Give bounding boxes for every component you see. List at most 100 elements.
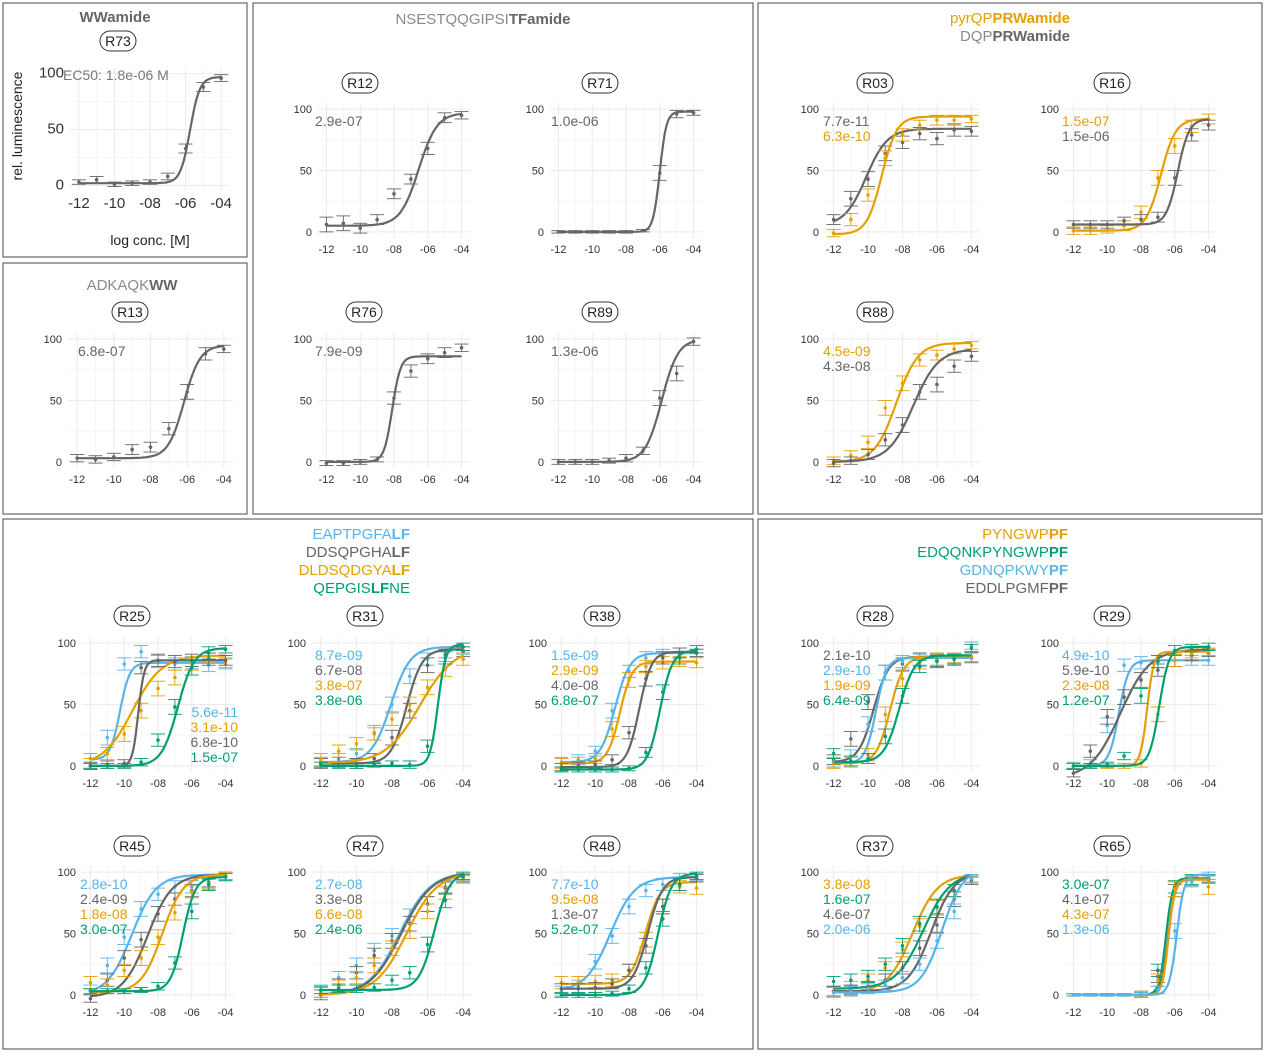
x-tick-label: -10 [584, 244, 600, 256]
peptide-title-segment: PRWamide [992, 28, 1070, 45]
x-tick-label: -08 [150, 778, 166, 790]
data-point [866, 974, 870, 979]
y-tick-label: 0 [306, 457, 312, 469]
receptor-badge [581, 72, 619, 94]
receptor-badge [113, 605, 151, 627]
data-point [358, 226, 363, 230]
receptor-label: R25 [119, 608, 145, 624]
peptide-title: EDDLPGMFPF [965, 580, 1068, 597]
data-point [336, 749, 341, 753]
chart-panel-R37: -12 -10 -08 -06 -04 0 50 100 R37 3.8e-081.6e-074.… [801, 835, 980, 1019]
x-tick-label: -04 [1201, 778, 1217, 790]
receptor-label: R88 [862, 304, 888, 320]
y-tick-label: 50 [64, 929, 76, 941]
data-point [122, 662, 127, 666]
data-point [883, 712, 888, 717]
x-tick-label: -10 [352, 244, 368, 256]
receptor-badge [99, 30, 137, 52]
ec50-label: 2.3e-08 [1062, 677, 1110, 693]
x-tick-label: -08 [895, 1007, 911, 1019]
y-tick-label: 0 [1053, 990, 1059, 1002]
x-tick-label: -10 [348, 778, 364, 790]
y-tick-label: 50 [64, 700, 76, 712]
data-point [593, 756, 598, 761]
data-point [644, 750, 648, 755]
chart-panel-R03: -12 -10 -08 -06 -04 0 50 100 R03 7.7e-116.3e-10 [801, 72, 980, 256]
y-tick-label: 50 [535, 700, 547, 712]
x-tick-label: -10 [584, 474, 600, 486]
data-point [1122, 663, 1126, 668]
data-point [88, 996, 93, 1001]
x-tick-label: -10 [1099, 1007, 1115, 1019]
data-point [952, 118, 956, 122]
x-tick-label: -06 [420, 778, 436, 790]
x-tick-label: -08 [386, 474, 402, 486]
data-point [173, 910, 177, 915]
receptor-label: R48 [589, 838, 615, 854]
series-green [313, 642, 471, 769]
x-tick-label: -08 [139, 195, 161, 212]
y-tick-label: 100 [529, 867, 547, 879]
data-point [173, 675, 177, 680]
ec50-label: 3.1e-10 [191, 719, 239, 735]
y-tick-label: 50 [294, 700, 306, 712]
fit-curve [1073, 645, 1209, 767]
x-tick-label: -12 [826, 1007, 842, 1019]
x-tick-label: -08 [1133, 244, 1149, 256]
x-tick-label: -12 [1065, 1007, 1081, 1019]
data-point [866, 177, 870, 181]
data-point [354, 741, 359, 746]
chart-panel-R89: -12 -10 -08 -06 -04 0 50 100 R89 1.3e-06 [526, 301, 702, 486]
chart-panel-R16: -12 -10 -08 -06 -04 0 50 100 R16 1.5e-071.5e-06 [1041, 72, 1217, 256]
data-point [610, 727, 614, 731]
data-point [883, 962, 888, 966]
series-gray [70, 344, 231, 464]
data-point [390, 978, 394, 982]
grid [70, 68, 230, 191]
peptide-title-segment: NSESTQQGIPSI [395, 11, 508, 28]
data-point [610, 982, 614, 986]
y-tick-label: 50 [807, 396, 819, 408]
series-green [83, 872, 233, 995]
data-point [407, 970, 412, 975]
data-point [461, 645, 465, 649]
data-point [425, 909, 430, 914]
y-tick-label: 50 [47, 121, 64, 138]
fit-curve [78, 76, 222, 185]
y-tick-label: 0 [538, 457, 544, 469]
y-tick-label: 0 [56, 176, 64, 193]
data-point [1122, 695, 1126, 699]
x-tick-label: -10 [352, 474, 368, 486]
x-tick-label: -08 [895, 244, 911, 256]
ec50-label: 1.5e-06 [1062, 128, 1110, 144]
series-green [313, 871, 471, 995]
x-tick-label: -10 [587, 778, 603, 790]
data-point [139, 665, 143, 670]
data-point [866, 700, 870, 704]
ec50-label: 1.6e-07 [823, 891, 871, 907]
x-tick-label: -06 [929, 244, 945, 256]
data-point [392, 192, 396, 196]
x-tick-label: -08 [1133, 778, 1149, 790]
peptide-title-segment: EDQQNKPYNGWP [917, 544, 1049, 561]
x-tick-label: -04 [216, 474, 232, 486]
data-point [883, 437, 888, 442]
fit-curve [561, 876, 697, 990]
y-tick-label: 0 [300, 990, 306, 1002]
x-tick-label: -12 [68, 195, 90, 212]
x-tick-label: -10 [348, 1007, 364, 1019]
data-point [935, 118, 939, 122]
peptide-title-segment: LF [392, 544, 410, 561]
data-point [148, 445, 153, 449]
data-point [442, 350, 447, 355]
x-tick-label: -06 [652, 474, 668, 486]
peptide-title-segment: PYNGWP [982, 526, 1049, 543]
y-tick-label: 100 [529, 638, 547, 650]
data-point [425, 685, 430, 690]
x-tick-label: -10 [1099, 778, 1115, 790]
data-point [593, 762, 598, 767]
peptide-title-segment: PF [1049, 544, 1068, 561]
y-tick-label: 100 [526, 104, 544, 116]
data-point [1122, 219, 1126, 223]
series-gray [551, 337, 701, 465]
